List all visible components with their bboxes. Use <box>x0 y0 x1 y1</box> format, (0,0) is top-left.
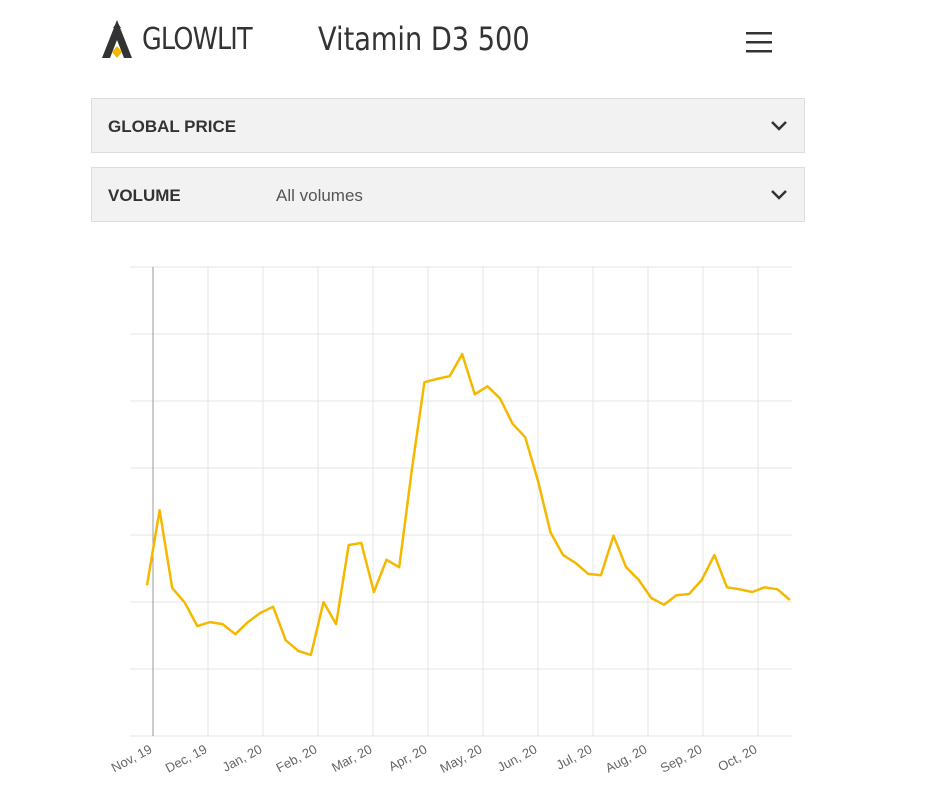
price-line <box>145 352 791 657</box>
chevron <box>771 190 787 200</box>
filter-value: All volumes <box>276 186 363 205</box>
page-title: Vitamin D3 500 <box>318 20 530 58</box>
volume-filter[interactable]: VOLUME All volumes <box>91 167 805 222</box>
x-tick-label: Feb, 20 <box>273 741 319 775</box>
x-tick-label: Aug, 20 <box>603 741 650 775</box>
x-tick-label: May, 20 <box>437 741 484 776</box>
x-tick-label: Dec, 19 <box>163 741 210 775</box>
x-tick-label: Mar, 20 <box>329 741 374 775</box>
brand-name: GLOWLIT <box>142 21 253 57</box>
price-filter[interactable]: GLOBAL PRICE <box>91 98 805 153</box>
brand[interactable]: GLOWLIT <box>100 18 271 60</box>
x-tick-label: Apr, 20 <box>386 741 429 774</box>
x-tick-label: Oct, 20 <box>715 741 759 774</box>
x-tick-label: Jun, 20 <box>495 741 540 774</box>
x-tick-label: Sep, 20 <box>658 741 705 775</box>
chevron <box>771 121 787 131</box>
filter-label: VOLUME <box>108 186 181 205</box>
menu-button[interactable] <box>746 30 772 54</box>
logo-icon <box>102 20 132 58</box>
x-tick-label: Nov, 19 <box>109 741 155 775</box>
x-tick-label: Jul, 20 <box>554 741 595 772</box>
filter-label: GLOBAL PRICE <box>108 117 237 136</box>
x-tick-label: Jan, 20 <box>220 741 265 774</box>
